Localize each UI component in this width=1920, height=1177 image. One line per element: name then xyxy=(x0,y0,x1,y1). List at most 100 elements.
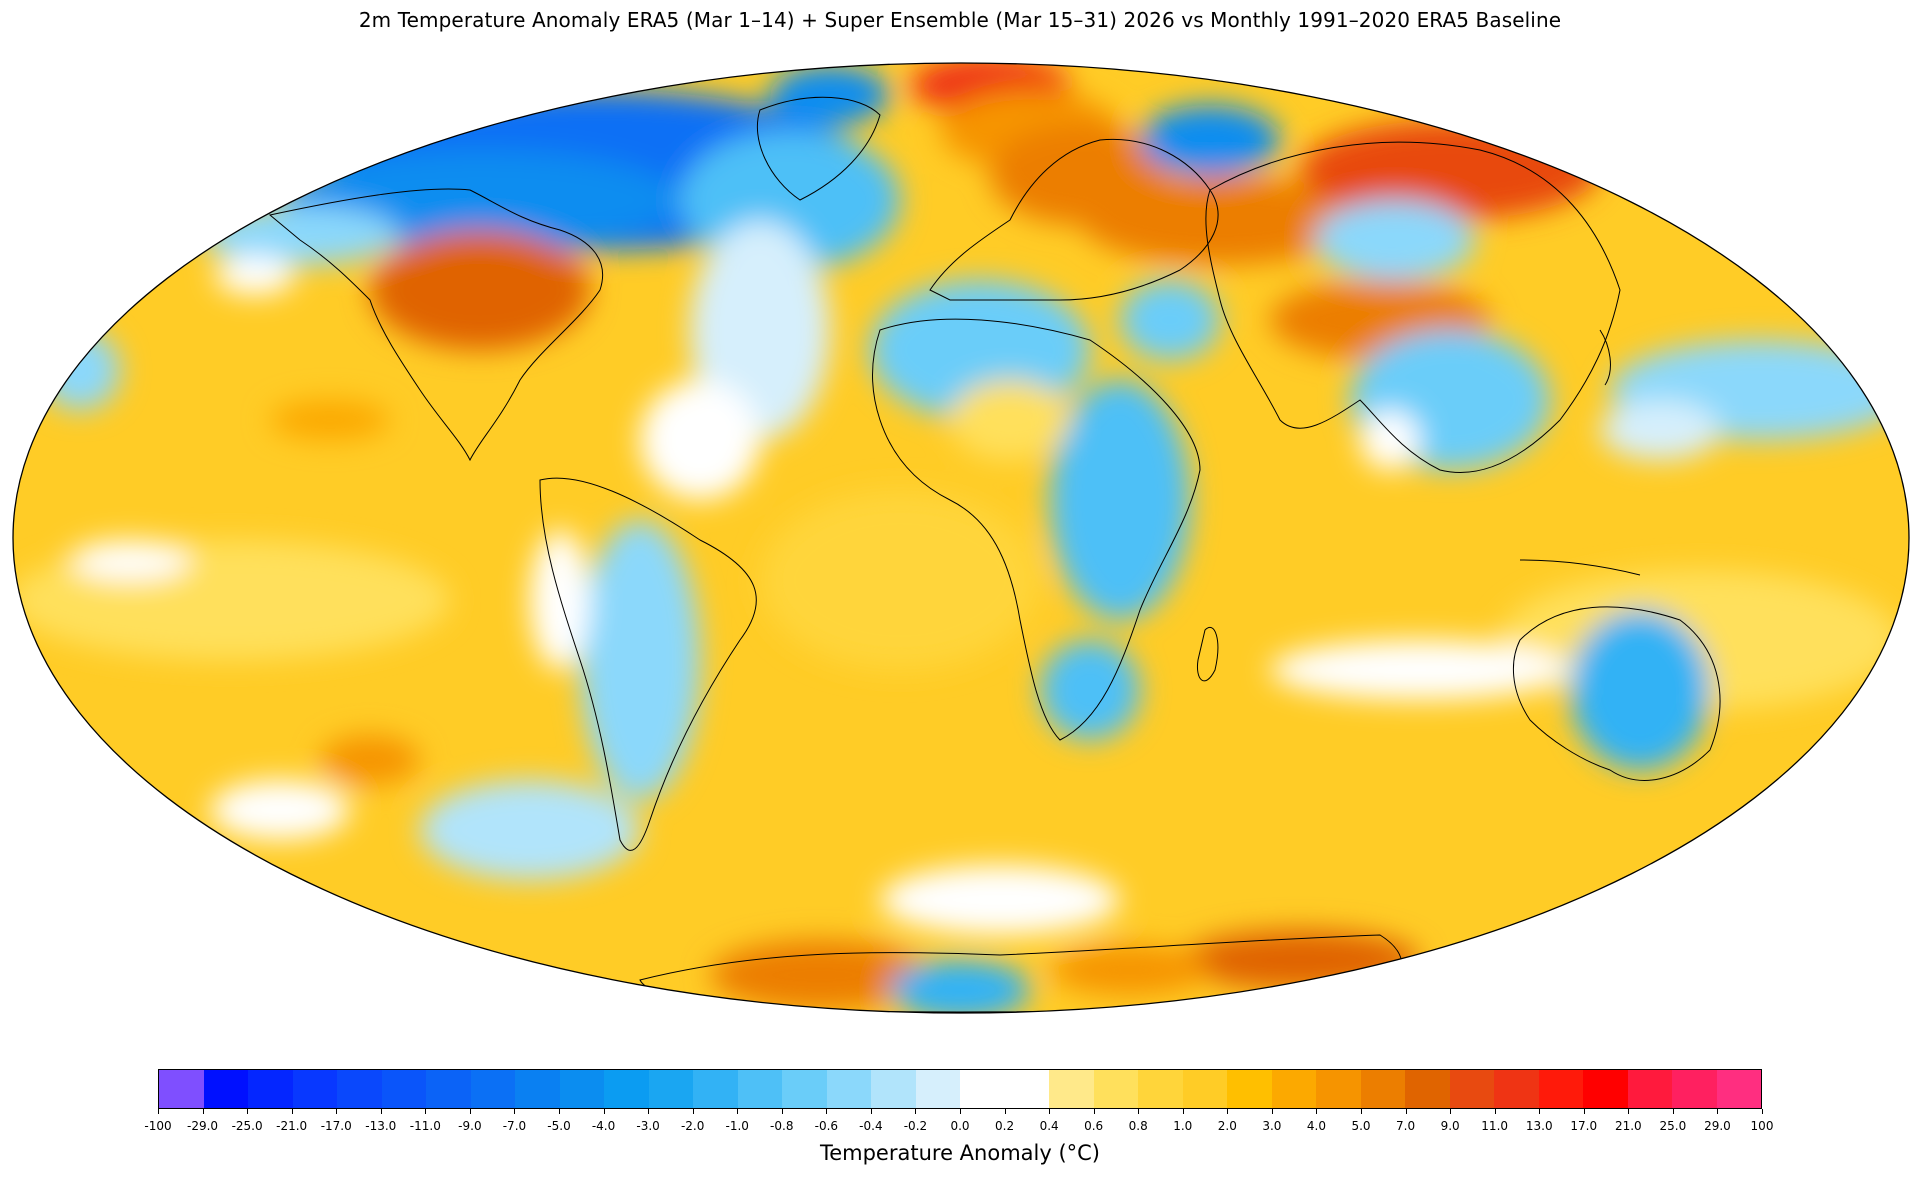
colorbar-swatch xyxy=(1271,1070,1316,1108)
colorbar-tick-label: 11.0 xyxy=(1481,1119,1509,1133)
colorbar-tick-label: -4.0 xyxy=(591,1119,616,1133)
colorbar-tick-mark xyxy=(1138,1109,1140,1114)
colorbar-tick-label: -0.4 xyxy=(859,1119,883,1133)
colorbar-swatch xyxy=(1672,1070,1717,1108)
colorbar-tick-mark xyxy=(1762,1109,1763,1114)
colorbar-tick-label: -1.0 xyxy=(725,1119,749,1133)
colorbar-tick-label: 5.0 xyxy=(1351,1119,1371,1133)
colorbar-tick-mark xyxy=(1093,1109,1095,1114)
colorbar-swatch xyxy=(1627,1070,1672,1108)
colorbar-tick-mark xyxy=(1316,1109,1318,1114)
colorbar-label: Temperature Anomaly (°C) xyxy=(819,1141,1101,1165)
colorbar-tick-label: -100 xyxy=(144,1119,172,1133)
colorbar-swatch xyxy=(381,1070,426,1108)
colorbar-swatch xyxy=(1316,1070,1361,1108)
colorbar-tick-label: 1.0 xyxy=(1173,1119,1193,1133)
colorbar-tick-label: -11.0 xyxy=(409,1119,441,1133)
colorbar-swatch xyxy=(1405,1070,1450,1108)
colorbar-tick-label: 100 xyxy=(1750,1119,1774,1133)
colorbar-tick-label: 0.8 xyxy=(1128,1119,1148,1133)
colorbar-swatch xyxy=(693,1070,738,1108)
colorbar-tick-label: -5.0 xyxy=(547,1119,571,1133)
colorbar-swatch xyxy=(1583,1070,1628,1108)
colorbar-tick-label: -13.0 xyxy=(365,1119,397,1133)
colorbar-swatch xyxy=(1049,1070,1094,1108)
colorbar-tick-label: -0.2 xyxy=(903,1119,928,1133)
colorbar-tick-mark xyxy=(826,1109,828,1114)
colorbar-swatch xyxy=(1494,1070,1539,1108)
colorbar-tick-label: -0.8 xyxy=(770,1119,794,1133)
colorbar-tick-label: -25.0 xyxy=(231,1119,263,1133)
colorbar-swatch xyxy=(782,1070,827,1108)
colorbar-swatch xyxy=(1093,1070,1138,1108)
colorbar-tick-mark xyxy=(291,1109,293,1114)
colorbar-ticks: -100 -29.0 -25.0 -21.0 -17.0 -13.0 -11.0 -9.0 -7… xyxy=(0,1109,1920,1137)
map-title: 2m Temperature Anomaly ERA5 (Mar 1–14) +… xyxy=(358,8,1562,32)
colorbar-swatch xyxy=(426,1070,471,1108)
colorbar-tick-mark xyxy=(514,1109,516,1114)
colorbar-swatch xyxy=(1716,1070,1761,1108)
colorbar-swatch xyxy=(1449,1070,1494,1108)
colorbar-tick-label: 17.0 xyxy=(1570,1119,1598,1133)
colorbar-tick-mark xyxy=(469,1109,471,1114)
colorbar-tick-mark xyxy=(1539,1109,1541,1114)
colorbar-tick-mark xyxy=(1049,1109,1051,1114)
colorbar-tick-label: -17.0 xyxy=(320,1119,352,1133)
colorbar-swatch xyxy=(648,1070,693,1108)
colorbar xyxy=(158,1069,1762,1109)
colorbar-swatch xyxy=(960,1070,1005,1108)
colorbar-tick-mark xyxy=(648,1109,650,1114)
colorbar-tick-label: 3.0 xyxy=(1262,1119,1282,1133)
colorbar-tick-mark xyxy=(737,1109,739,1114)
colorbar-tick-label: 9.0 xyxy=(1440,1119,1460,1133)
colorbar-tick-mark xyxy=(960,1109,961,1114)
colorbar-swatch xyxy=(337,1070,382,1108)
colorbar-tick-mark xyxy=(158,1109,159,1114)
colorbar-swatch xyxy=(203,1070,248,1108)
colorbar-tick-label: -29.0 xyxy=(187,1119,219,1133)
colorbar-tick-label: 21.0 xyxy=(1614,1119,1642,1133)
colorbar-tick-mark xyxy=(1717,1109,1719,1114)
colorbar-tick-mark xyxy=(781,1109,783,1114)
colorbar-tick-label: 2.0 xyxy=(1217,1119,1237,1133)
colorbar-tick-label: 4.0 xyxy=(1306,1119,1326,1133)
colorbar-tick-label: 29.0 xyxy=(1704,1119,1731,1133)
colorbar-swatch xyxy=(292,1070,337,1108)
colorbar-swatch xyxy=(604,1070,649,1108)
anomaly-patches xyxy=(13,63,1909,1013)
colorbar-tick-label: -21.0 xyxy=(276,1119,308,1133)
colorbar-tick-mark xyxy=(380,1109,382,1114)
colorbar-swatch xyxy=(1227,1070,1272,1108)
colorbar-tick-label: 7.0 xyxy=(1396,1119,1416,1133)
colorbar-tick-mark xyxy=(247,1109,249,1114)
colorbar-swatch xyxy=(1138,1070,1183,1108)
colorbar-tick-label: -9.0 xyxy=(458,1119,482,1133)
colorbar-tick-mark xyxy=(870,1109,872,1114)
colorbar-tick-mark xyxy=(1494,1109,1496,1114)
colorbar-tick-label: 0.0 xyxy=(950,1119,970,1133)
colorbar-swatch xyxy=(1538,1070,1583,1108)
colorbar-swatch xyxy=(470,1070,515,1108)
colorbar-tick-label: 0.4 xyxy=(1039,1119,1059,1133)
colorbar-tick-label: -0.6 xyxy=(814,1119,839,1133)
colorbar-tick-label: -2.0 xyxy=(680,1119,705,1133)
colorbar-tick-mark xyxy=(1628,1109,1630,1114)
colorbar-tick-mark xyxy=(1672,1109,1674,1114)
colorbar-tick-mark xyxy=(915,1109,917,1114)
colorbar-tick-mark xyxy=(1227,1109,1229,1114)
anomaly-map[interactable] xyxy=(0,0,1920,1060)
colorbar-tick-label: -3.0 xyxy=(636,1119,660,1133)
colorbar-tick-label: 0.6 xyxy=(1084,1119,1104,1133)
colorbar-tick-mark xyxy=(1583,1109,1585,1114)
colorbar-tick-mark xyxy=(336,1109,338,1114)
colorbar-tick-label: 13.0 xyxy=(1525,1119,1553,1133)
colorbar-tick-mark xyxy=(1361,1109,1362,1114)
colorbar-tick-mark xyxy=(692,1109,694,1114)
colorbar-swatch xyxy=(559,1070,604,1108)
colorbar-tick-mark xyxy=(603,1109,605,1114)
colorbar-tick-mark xyxy=(559,1109,560,1114)
colorbar-tick-mark xyxy=(1182,1109,1184,1114)
colorbar-swatch xyxy=(1004,1070,1049,1108)
colorbar-swatch xyxy=(1182,1070,1227,1108)
colorbar-tick-mark xyxy=(1450,1109,1452,1114)
